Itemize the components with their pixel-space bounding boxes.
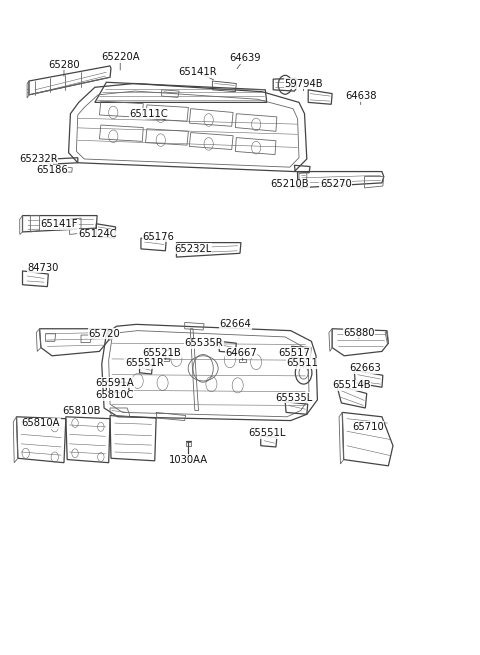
Text: 65720: 65720 xyxy=(88,329,120,339)
Text: 1030AA: 1030AA xyxy=(169,455,208,464)
Text: 65186: 65186 xyxy=(36,165,68,176)
Text: 65232R: 65232R xyxy=(19,154,58,164)
Text: 65141R: 65141R xyxy=(178,67,217,77)
Text: 65810B: 65810B xyxy=(62,405,100,415)
Text: 65551L: 65551L xyxy=(248,428,286,438)
Text: 64638: 64638 xyxy=(345,91,376,101)
Text: 65517: 65517 xyxy=(278,348,310,358)
Text: 65514B: 65514B xyxy=(332,381,371,390)
Text: 65551R: 65551R xyxy=(125,358,164,368)
Text: 65220A: 65220A xyxy=(101,52,140,62)
Text: 65232L: 65232L xyxy=(174,244,212,254)
Text: 64667: 64667 xyxy=(225,348,257,358)
Text: 65535L: 65535L xyxy=(276,393,313,403)
Text: 65270: 65270 xyxy=(320,179,352,189)
Text: 64639: 64639 xyxy=(229,53,261,64)
Text: 84730: 84730 xyxy=(27,263,59,272)
Text: 65176: 65176 xyxy=(142,232,174,242)
Text: 62663: 62663 xyxy=(349,364,381,373)
Text: 65710: 65710 xyxy=(352,422,384,432)
Text: 65511: 65511 xyxy=(286,358,318,368)
Text: 65535R: 65535R xyxy=(185,338,223,348)
Text: 65141F: 65141F xyxy=(41,219,78,229)
Text: 65880: 65880 xyxy=(343,328,374,337)
Text: 65591A: 65591A xyxy=(96,378,134,388)
Text: 65210B: 65210B xyxy=(270,179,309,189)
Text: 65280: 65280 xyxy=(48,60,80,69)
Text: 65124C: 65124C xyxy=(78,229,117,240)
Text: 65810C: 65810C xyxy=(96,390,134,400)
Text: 62664: 62664 xyxy=(219,320,251,329)
Text: 65810A: 65810A xyxy=(22,418,60,428)
Text: 65521B: 65521B xyxy=(142,348,181,358)
Text: 65111C: 65111C xyxy=(130,109,168,119)
Text: 59794B: 59794B xyxy=(284,79,323,88)
